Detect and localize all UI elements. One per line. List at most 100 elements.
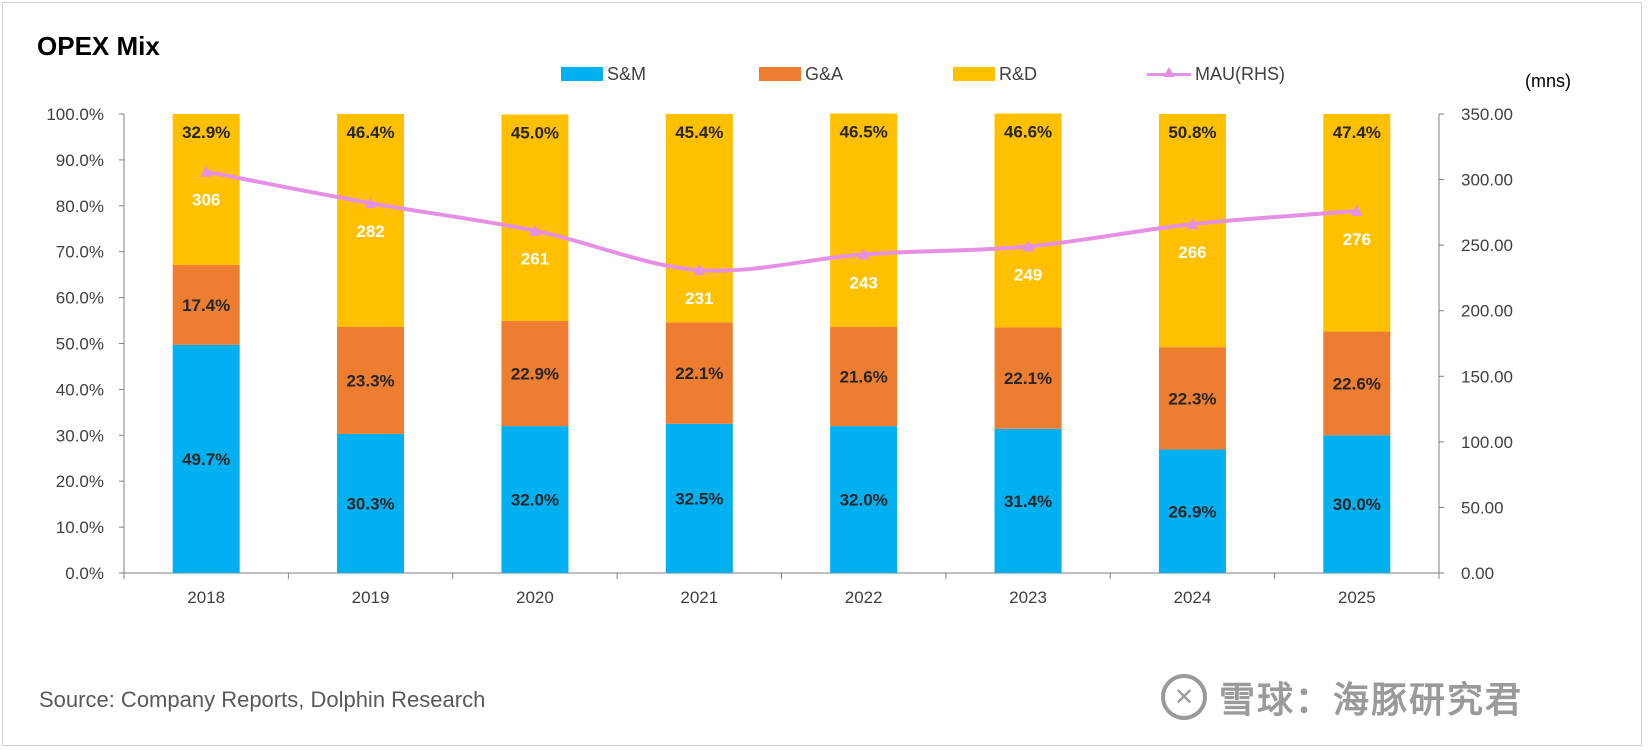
y-right-tick-label: 350.00 xyxy=(1461,105,1513,124)
mau-data-label: 243 xyxy=(850,273,878,292)
legend-label-mau: MAU(RHS) xyxy=(1195,63,1285,84)
mau-marker xyxy=(200,165,213,177)
chart-title: OPEX Mix xyxy=(37,31,160,61)
data-label-ga: 21.6% xyxy=(840,368,888,387)
bar-rd xyxy=(1323,114,1391,332)
bar-sm xyxy=(1158,449,1226,573)
snowball-logo-icon: ✕ xyxy=(1161,674,1207,720)
data-label-sm: 31.4% xyxy=(1004,492,1052,511)
bar-rd xyxy=(830,113,898,327)
y-left-tick-label: 70.0% xyxy=(56,243,104,262)
bar-sm xyxy=(1323,435,1391,573)
y-left-tick-label: 0.0% xyxy=(65,564,104,583)
legend-label-sm: S&M xyxy=(607,63,647,84)
mau-data-label: 282 xyxy=(356,222,384,241)
bar-ga xyxy=(830,326,898,427)
mau-marker xyxy=(857,248,870,260)
bar-rd xyxy=(501,114,569,322)
mau-data-label: 231 xyxy=(685,289,713,308)
bar-rd xyxy=(172,114,240,266)
x-tick-label: 2025 xyxy=(1338,588,1376,607)
data-label-rd: 50.8% xyxy=(1168,123,1216,142)
x-tick-label: 2024 xyxy=(1174,588,1212,607)
bar-sm xyxy=(172,344,240,573)
y-right-tick-label: 0.00 xyxy=(1461,564,1494,583)
brand-watermark: ✕ 雪球：海豚研究君 xyxy=(1161,671,1523,723)
bar-rd xyxy=(665,114,733,323)
data-label-rd: 47.4% xyxy=(1333,123,1381,142)
mau-marker xyxy=(528,224,541,236)
data-label-rd: 32.9% xyxy=(182,123,230,142)
y-left-tick-label: 10.0% xyxy=(56,518,104,537)
data-label-rd: 46.4% xyxy=(346,123,394,142)
legend-rd: R&D xyxy=(953,63,1037,85)
mau-marker xyxy=(1022,240,1035,252)
data-label-sm: 49.7% xyxy=(182,450,230,469)
data-label-sm: 30.0% xyxy=(1333,495,1381,514)
y-left-tick-label: 50.0% xyxy=(56,335,104,354)
x-tick-label: 2018 xyxy=(187,588,225,607)
bar-sm xyxy=(994,428,1062,573)
data-label-sm: 32.0% xyxy=(840,491,888,510)
data-label-ga: 22.1% xyxy=(675,364,723,383)
y-right-tick-label: 150.00 xyxy=(1461,367,1513,386)
data-label-rd: 46.5% xyxy=(840,123,888,142)
mau-marker xyxy=(693,264,706,276)
bar-ga xyxy=(501,321,569,427)
data-label-sm: 26.9% xyxy=(1168,502,1216,521)
data-label-sm: 30.3% xyxy=(346,494,394,513)
data-label-ga: 22.1% xyxy=(1004,369,1052,388)
bar-ga xyxy=(1323,331,1391,436)
legend-mau: MAU(RHS) xyxy=(1147,63,1285,85)
y-left-tick-label: 60.0% xyxy=(56,289,104,308)
bar-ga xyxy=(665,322,733,424)
bar-ga xyxy=(1158,347,1226,450)
data-label-ga: 23.3% xyxy=(346,371,394,390)
bar-ga xyxy=(994,327,1062,429)
data-label-sm: 32.0% xyxy=(511,491,559,510)
mau-data-label: 306 xyxy=(192,191,220,210)
right-axis-unit: (mns) xyxy=(1525,71,1571,91)
x-tick-label: 2022 xyxy=(845,588,883,607)
bar-sm xyxy=(665,423,733,573)
y-right-tick-label: 200.00 xyxy=(1461,302,1513,321)
bar-sm xyxy=(501,426,569,573)
bar-rd xyxy=(337,114,405,327)
data-label-ga: 22.9% xyxy=(511,365,559,384)
x-tick-label: 2019 xyxy=(352,588,390,607)
legend-swatch-sm xyxy=(561,67,603,81)
source-note: Source: Company Reports, Dolphin Researc… xyxy=(39,687,486,712)
y-left-tick-label: 80.0% xyxy=(56,197,104,216)
legend-sm: S&M xyxy=(561,63,646,85)
mau-data-label: 266 xyxy=(1178,243,1206,262)
data-label-ga: 22.3% xyxy=(1168,389,1216,408)
mau-data-label: 261 xyxy=(521,250,549,269)
mau-marker xyxy=(1350,205,1363,217)
y-left-tick-label: 40.0% xyxy=(56,380,104,399)
data-label-rd: 45.4% xyxy=(675,123,723,142)
bar-ga xyxy=(337,326,405,434)
mau-data-label: 249 xyxy=(1014,265,1042,284)
opex-mix-chart: 0.0% 10.0% 20.0% 30.0% 40.0% 50.0% 60.0% 70.0% 8… xyxy=(46,105,1513,607)
y-left-tick-label: 20.0% xyxy=(56,472,104,491)
y-left-tick-label: 30.0% xyxy=(56,426,104,445)
data-label-ga: 17.4% xyxy=(182,296,230,315)
legend-label-ga: G&A xyxy=(805,63,844,84)
x-tick-label: 2021 xyxy=(680,588,718,607)
data-label-ga: 22.6% xyxy=(1333,374,1381,393)
mau-marker xyxy=(1186,218,1199,230)
bar-ga xyxy=(172,265,240,345)
legend-label-rd: R&D xyxy=(999,63,1038,84)
x-tick-label: 2023 xyxy=(1009,588,1047,607)
bar-rd xyxy=(1158,114,1226,348)
legend-ga: G&A xyxy=(759,63,843,85)
mau-line xyxy=(205,169,1357,273)
y-right-tick-label: 250.00 xyxy=(1461,236,1513,255)
brand-text: 雪球：海豚研究君 xyxy=(1219,679,1524,720)
legend-swatch-rd xyxy=(953,67,995,81)
y-left-tick-label: 90.0% xyxy=(56,151,104,170)
data-label-rd: 46.6% xyxy=(1004,123,1052,142)
bar-sm xyxy=(830,426,898,573)
mau-marker xyxy=(364,197,377,209)
y-right-tick-label: 100.00 xyxy=(1461,433,1513,452)
